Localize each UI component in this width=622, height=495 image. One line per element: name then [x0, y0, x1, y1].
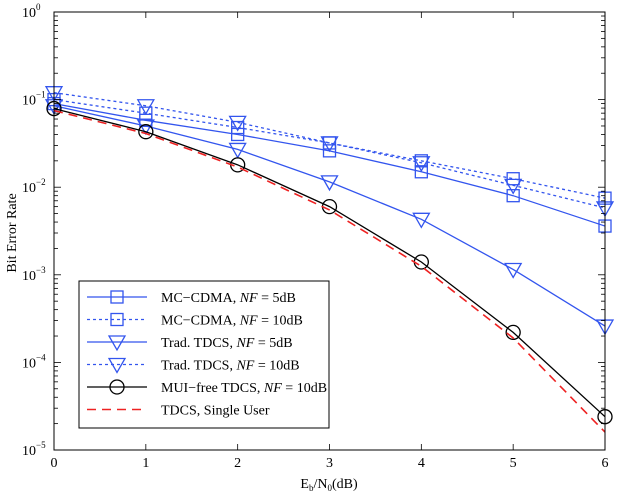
legend-label: Trad. TDCS, NF = 10dB — [161, 359, 300, 374]
x-tick-label: 1 — [142, 456, 149, 471]
legend-label-suffix: = 10dB — [258, 314, 303, 329]
legend-entry-4: Trad. TDCS, NF = 10dB — [87, 357, 300, 374]
data-point-triangle — [107, 357, 127, 374]
y-tick-label-exponent: −2 — [36, 177, 46, 187]
legend-box — [78, 280, 330, 429]
x-axis-label: Eb/N0(dB) — [300, 477, 358, 493]
x-axis-label-sub2: 0 — [327, 483, 332, 493]
data-point-triangle — [228, 142, 247, 159]
data-point-triangle — [504, 262, 523, 279]
series-line — [53, 109, 606, 433]
x-tick-label: 2 — [234, 456, 241, 471]
data-point-square — [110, 290, 124, 304]
data-point-square — [139, 106, 153, 120]
data-point-circle — [109, 379, 125, 395]
legend-label-text: MUI−free TDCS, — [161, 381, 264, 396]
legend-label: MC−CDMA, NF = 5dB — [161, 291, 296, 306]
legend-label-italic: NF — [239, 291, 258, 306]
data-point-triangle — [320, 175, 339, 192]
y-tick-label-base: 10 — [22, 444, 36, 459]
y-tick-label-base: 10 — [22, 94, 36, 109]
legend-entry-2: MC−CDMA, NF = 10dB — [87, 312, 303, 329]
y-tick-label-base: 10 — [22, 181, 36, 196]
legend-label: TDCS, Single User — [161, 404, 270, 419]
legend-label-text: Trad. TDCS, — [161, 336, 236, 351]
legend-label-suffix: = 10dB — [254, 359, 299, 374]
data-point-square — [506, 189, 520, 203]
y-tick-label: 10−5 — [22, 440, 46, 459]
x-axis-label-mid: /N — [313, 477, 327, 492]
series-line — [53, 105, 606, 327]
series-line — [53, 107, 606, 418]
legend-label-text: MC−CDMA, — [161, 314, 240, 329]
axes-layer — [53, 11, 606, 451]
legend-entry-1: MC−CDMA, NF = 5dB — [87, 290, 296, 306]
tick-marks — [53, 11, 606, 451]
legend-entry-5: MUI−free TDCS, NF = 10dB — [87, 379, 327, 396]
y-tick-label: 100 — [22, 2, 41, 21]
data-point-triangle — [136, 99, 155, 116]
legend-label: MUI−free TDCS, NF = 10dB — [161, 381, 327, 396]
data-point-square — [110, 312, 124, 327]
y-tick-label-base: 10 — [22, 269, 36, 284]
legend-label: MC−CDMA, NF = 10dB — [161, 314, 303, 329]
y-tick-label-base: 10 — [22, 6, 36, 21]
x-axis-label-base: E — [300, 477, 309, 492]
legend-label-italic: NF — [239, 314, 258, 329]
data-point-triangle — [107, 335, 127, 352]
axes-frame — [53, 11, 606, 451]
data-point-triangle — [504, 178, 523, 195]
legend-entry-3: Trad. TDCS, NF = 5dB — [87, 335, 293, 352]
data-point-triangle — [136, 119, 155, 136]
legend-label-text: MC−CDMA, — [161, 291, 240, 306]
x-tick-label: 0 — [51, 456, 58, 471]
legend-label-text: Trad. TDCS, — [161, 359, 236, 374]
data-point-triangle — [320, 136, 339, 153]
x-tick-label: 6 — [602, 456, 609, 471]
y-axis-label: Bit Error Rate — [5, 193, 20, 272]
data-point-square — [231, 127, 245, 142]
x-tick-label: 4 — [418, 456, 425, 471]
x-axis-label-tail: (dB) — [332, 477, 358, 492]
legend-label-italic: NF — [263, 381, 282, 396]
legend-label-italic: NF — [235, 336, 254, 351]
data-point-triangle — [228, 115, 247, 132]
legend-label-text: TDCS, Single User — [161, 404, 270, 419]
y-tick-label: 10−2 — [22, 177, 46, 196]
data-point-square — [322, 144, 337, 158]
y-tick-label: 10−4 — [22, 352, 46, 371]
legend-label-suffix: = 5dB — [258, 291, 296, 306]
x-tick-label: 3 — [326, 456, 333, 471]
x-axis-label-sub1: b — [309, 483, 314, 493]
y-tick-label-exponent: −1 — [36, 90, 46, 100]
data-point-circle — [138, 124, 154, 140]
data-point-circle — [505, 324, 521, 341]
y-tick-label-exponent: 0 — [36, 2, 41, 12]
y-tick-label: 10−3 — [22, 265, 46, 284]
legend-label: Trad. TDCS, NF = 5dB — [161, 336, 293, 351]
series-line — [53, 92, 606, 209]
y-tick-label-exponent: −5 — [36, 440, 46, 450]
legend-label-suffix: = 5dB — [254, 336, 292, 351]
legend-label-italic: NF — [235, 359, 254, 374]
y-tick-label: 10−1 — [22, 90, 46, 109]
data-point-triangle — [412, 156, 431, 173]
y-tick-label-exponent: −3 — [36, 265, 46, 275]
data-point-square — [414, 165, 428, 179]
series-6 — [53, 109, 606, 433]
legend-entry-6: TDCS, Single User — [87, 404, 270, 419]
data-point-square — [231, 120, 245, 135]
y-tick-label-base: 10 — [22, 356, 36, 371]
data-point-triangle — [412, 212, 431, 229]
y-tick-label-exponent: −4 — [36, 352, 46, 362]
x-tick-label: 5 — [510, 456, 517, 471]
legend-label-suffix: = 10dB — [282, 381, 327, 396]
